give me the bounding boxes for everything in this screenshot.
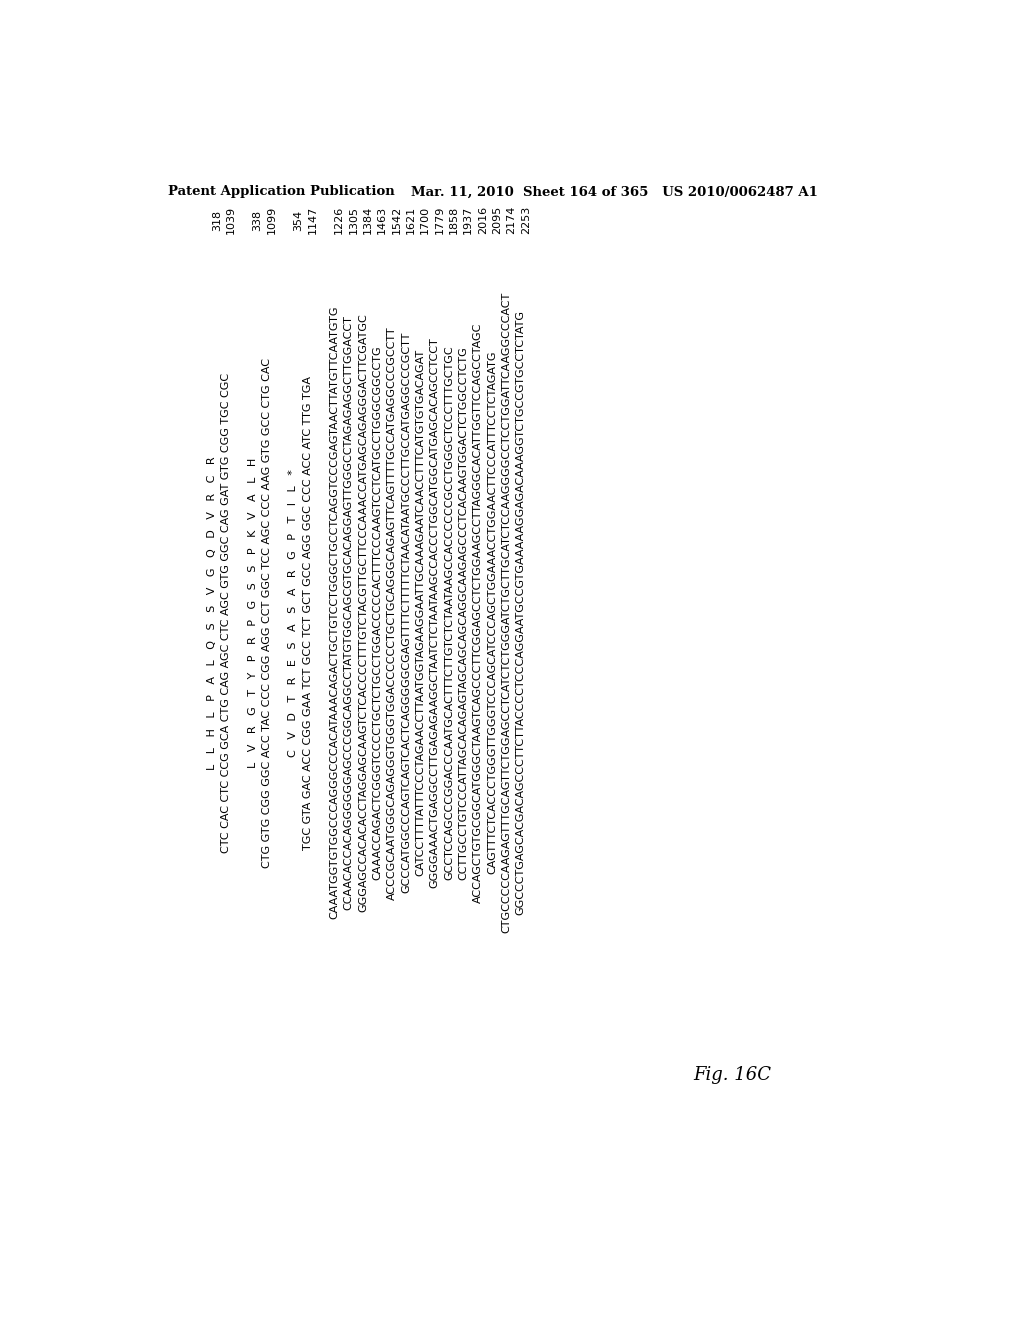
Text: 1858: 1858 xyxy=(449,206,459,234)
Text: CCAACACCACAGGGGGGAGCCCGGCAGGCCTATGTGGCAGCGTGCACAGGAGTTGGGCCTAGAGAGGCTTGGACCT: CCAACACCACAGGGGGGAGCCCGGCAGGCCTATGTGGCAG… xyxy=(344,315,353,909)
Text: Mar. 11, 2010  Sheet 164 of 365   US 2010/0062487 A1: Mar. 11, 2010 Sheet 164 of 365 US 2010/0… xyxy=(411,185,818,198)
Text: Fig. 16C: Fig. 16C xyxy=(693,1067,772,1084)
Text: 1621: 1621 xyxy=(406,206,416,234)
Text: 2016: 2016 xyxy=(477,206,487,234)
Text: GCCCATGGCCCAGTCAGTCACTCAGGGGGCGAGTTTTCTTTTTCTAACATAATGCCCTTGCCATGAGGCCCGCTT: GCCCATGGCCCAGTCAGTCACTCAGGGGGCGAGTTTTCTT… xyxy=(401,333,411,894)
Text: GCCTCCAGCCCGGACCCAATGCACTTTCTTGTCTCTAATAAGCCACCCCCCGCCTGGGCTCCCTTTGCTGC: GCCTCCAGCCCGGACCCAATGCACTTTCTTGTCTCTAATA… xyxy=(444,346,454,880)
Text: 2095: 2095 xyxy=(492,206,502,234)
Text: 338: 338 xyxy=(253,210,262,231)
Text: CCTTGCCTGTCCCATTAGCACAGAGTAGCAGCAGCAGGCAAGAGCCCTCACAAGTGGACTCTGGCCTCTG: CCTTGCCTGTCCCATTAGCACAGAGTAGCAGCAGCAGGCA… xyxy=(459,346,468,879)
Text: 1039: 1039 xyxy=(226,206,237,234)
Text: 2253: 2253 xyxy=(520,206,530,234)
Text: 1305: 1305 xyxy=(348,206,358,234)
Text: L   V   R   G   T   Y   P   R   P   G   S   S   P   K   V   A   L   H: L V R G T Y P R P G S S P K V A L H xyxy=(248,458,258,768)
Text: ACCCGCAATGGGCAGAGGGTGGGTGGACCCCCCTGCTGCAGGGCAGAGTTCAGTTTTGCCATGAGGCCCGCCTT: ACCCGCAATGGGCAGAGGGTGGGTGGACCCCCCTGCTGCA… xyxy=(387,326,396,899)
Text: CTC CAC CTC CCG GCA CTG CAG AGC CTC AGC GTG GGC CAG GAT GTG CGG TGC CGC: CTC CAC CTC CCG GCA CTG CAG AGC CTC AGC … xyxy=(221,372,231,853)
Text: 1384: 1384 xyxy=(362,206,373,234)
Text: 1700: 1700 xyxy=(420,206,430,234)
Text: CATCCTTTTATTTCCCTAGAACCTTAATGGTAGAAGGAATTGCAAAGAATCAACCTTTCATGTGTGACAGAT: CATCCTTTTATTTCCCTAGAACCTTAATGGTAGAAGGAAT… xyxy=(416,348,425,876)
Text: ACCAGCTGTGCGGCATGGGCTAAGTCAGCCCTTCGGAGCCTCTGGAAGCCTTAGGGCACATTGGTTCCAGCCTAGC: ACCAGCTGTGCGGCATGGGCTAAGTCAGCCCTTCGGAGCC… xyxy=(473,322,482,903)
Text: L   L   H   L   P   A   L   Q   S   S   V   G   Q   D   V   R   C   R: L L H L P A L Q S S V G Q D V R C R xyxy=(207,455,217,770)
Text: 1147: 1147 xyxy=(308,206,317,234)
Text: CAAACCAGACTCGGGTCCCCTGCTCTGCCTGGACCCCCACTTTCCCAAGTCCTCATGCCTGGGCGGCCTG: CAAACCAGACTCGGGTCCCCTGCTCTGCCTGGACCCCCAC… xyxy=(373,346,382,880)
Text: CAAATGGTGTGGCCCAGGGCCCACATAAACAGACTGCTGTCCTGGGCTGCCTCAGGTCCCGAGTAACTTATGTTCAATGT: CAAATGGTGTGGCCCAGGGCCCACATAAACAGACTGCTGT… xyxy=(330,306,339,920)
Text: 1542: 1542 xyxy=(391,206,401,234)
Text: 1779: 1779 xyxy=(434,206,444,234)
Text: GGGGAAACTGAGGCCTTGAGAGAAGGCTAATCTCTAATAAGCCACCCTGGCATGGCATGAGCACAGCCTCCT: GGGGAAACTGAGGCCTTGAGAGAAGGCTAATCTCTAATAA… xyxy=(430,338,439,888)
Text: GGCCCTGAGCACGACAGCCCTTCTTACCCCTCCCAGGAATGCCGTGAAAAAGGAGACAAAGGTCTGCCGTGCCTCTATG: GGCCCTGAGCACGACAGCCCTTCTTACCCCTCCCAGGAAT… xyxy=(516,310,525,915)
Text: 354: 354 xyxy=(294,210,303,231)
Text: 1099: 1099 xyxy=(267,206,276,234)
Text: TGC GTA GAC ACC CGG GAA TCT GCC TCT GCT GCC AGG GGC CCC ACC ATC TTG TGA: TGC GTA GAC ACC CGG GAA TCT GCC TCT GCT … xyxy=(303,376,312,850)
Text: CTGCCCCCAAGAGTTTGCAGTTCTGGAGCCTCATCTCTGGGATCTGCTTGCATCTCCAAGGGGCCTCCTGGATTCAAGGC: CTGCCCCCAAGAGTTTGCAGTTCTGGAGCCTCATCTCTGG… xyxy=(502,292,511,933)
Text: CTG GTG CGG GGC ACC TAC CCC CGG AGG CCT GGC TCC AGC CCC AAG GTG GCC CTG CAC: CTG GTG CGG GGC ACC TAC CCC CGG AGG CCT … xyxy=(262,358,272,867)
Text: 2174: 2174 xyxy=(506,206,516,234)
Text: 318: 318 xyxy=(212,210,222,231)
Text: 1937: 1937 xyxy=(463,206,473,234)
Text: 1226: 1226 xyxy=(334,206,344,234)
Text: C   V   D   T   R   E   S   A   S   A   R   G   P   T   I   L   *: C V D T R E S A S A R G P T I L * xyxy=(289,469,298,756)
Text: CAGTTTCTCACCCTGGGTTGGGTCCCAGCATCCCAGCTGGAAACCTGGAACTTCCCATTTCCTCTAGATG: CAGTTTCTCACCCTGGGTTGGGTCCCAGCATCCCAGCTGG… xyxy=(487,351,497,874)
Text: 1463: 1463 xyxy=(377,206,387,234)
Text: Patent Application Publication: Patent Application Publication xyxy=(168,185,395,198)
Text: GGGAGCCACACACCTAGGAGCAAGTCTCACCCCTTTGTCTACGTTGCTTCCCAAACCATGAGCAGAGGGACTTCGATGC: GGGAGCCACACACCTAGGAGCAAGTCTCACCCCTTTGTCT… xyxy=(358,313,368,912)
